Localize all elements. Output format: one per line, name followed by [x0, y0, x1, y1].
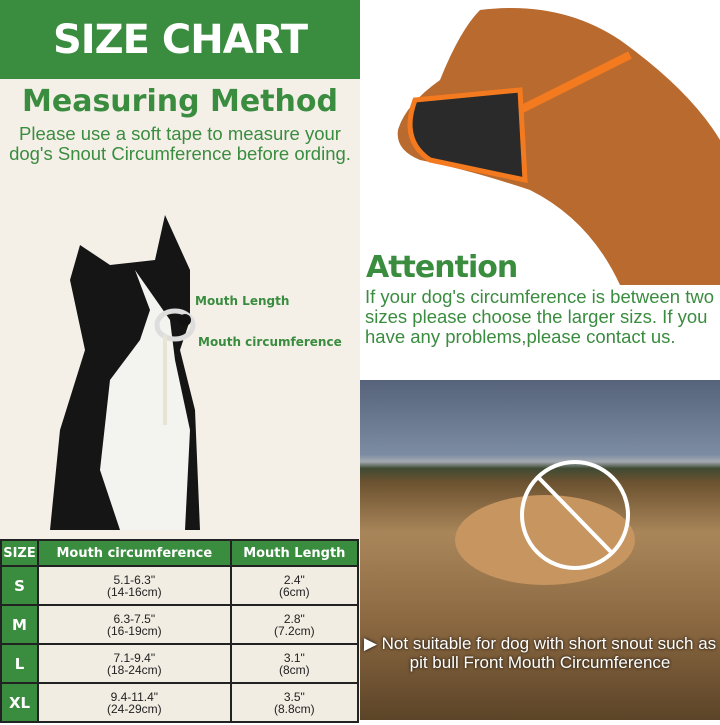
mouth-circumference-label: Mouth circumference — [198, 335, 342, 349]
circ-in: 6.3-7.5" — [113, 611, 156, 626]
len-in: 3.5" — [283, 689, 305, 704]
circ-cell: 7.1-9.4" (18-24cm) — [37, 643, 232, 684]
circ-in: 5.1-6.3" — [113, 572, 156, 587]
col-length: Mouth Length — [229, 539, 360, 567]
no-sign-icon — [455, 460, 635, 585]
table-row: L 7.1-9.4" (18-24cm) 3.1" (8cm) — [0, 643, 360, 684]
size-cell: M — [0, 604, 39, 645]
len-cm: (7.2cm) — [273, 623, 315, 638]
border-collie-photo — [50, 215, 200, 530]
len-in: 3.1" — [283, 650, 305, 665]
measuring-method-title: Measuring Method — [22, 84, 338, 119]
table-row: XL 9.4-11.4" (24-29cm) 3.5" (8.8cm) — [0, 682, 360, 723]
col-circumference: Mouth circumference — [37, 539, 232, 567]
dog-with-muzzle-photo — [397, 8, 720, 285]
attention-title: Attention — [366, 250, 518, 285]
measuring-instructions: Please use a soft tape to measure your d… — [9, 123, 351, 164]
warning-text: ▶ Not suitable for dog with short snout … — [363, 634, 717, 672]
col-size: SIZE — [0, 539, 39, 567]
len-cm: (6cm) — [278, 584, 310, 599]
len-cell: 3.5" (8.8cm) — [229, 682, 360, 723]
size-cell: XL — [0, 682, 39, 723]
len-cm: (8.8cm) — [273, 701, 315, 716]
circ-in: 9.4-11.4" — [110, 689, 159, 704]
mouth-length-label: Mouth Length — [195, 294, 290, 308]
table-row: M 6.3-7.5" (16-19cm) 2.8" (7.2cm) — [0, 604, 360, 645]
circ-in: 7.1-9.4" — [113, 650, 156, 665]
bulldog-field-photo — [360, 380, 720, 720]
size-cell: S — [0, 565, 39, 606]
len-cm: (8cm) — [278, 662, 310, 677]
len-cell: 2.8" (7.2cm) — [229, 604, 360, 645]
len-in: 2.4" — [283, 572, 305, 587]
size-cell: L — [0, 643, 39, 684]
circ-cm: (14-16cm) — [106, 584, 162, 599]
circ-cm: (16-19cm) — [106, 623, 162, 638]
len-cell: 2.4" (6cm) — [229, 565, 360, 606]
circ-cell: 5.1-6.3" (14-16cm) — [37, 565, 232, 606]
size-chart-title: SIZE CHART — [0, 0, 360, 79]
circ-cm: (24-29cm) — [106, 701, 162, 716]
attention-text: If your dog's circumference is between t… — [365, 286, 715, 347]
circ-cell: 6.3-7.5" (16-19cm) — [37, 604, 232, 645]
len-cell: 3.1" (8cm) — [229, 643, 360, 684]
table-row: S 5.1-6.3" (14-16cm) 2.4" (6cm) — [0, 565, 360, 606]
circ-cell: 9.4-11.4" (24-29cm) — [37, 682, 232, 723]
len-in: 2.8" — [283, 611, 305, 626]
left-panel: SIZE CHART Measuring Method Please use a… — [0, 0, 360, 723]
circ-cm: (18-24cm) — [106, 662, 162, 677]
size-table: SIZE Mouth circumference Mouth Length S … — [0, 539, 360, 723]
